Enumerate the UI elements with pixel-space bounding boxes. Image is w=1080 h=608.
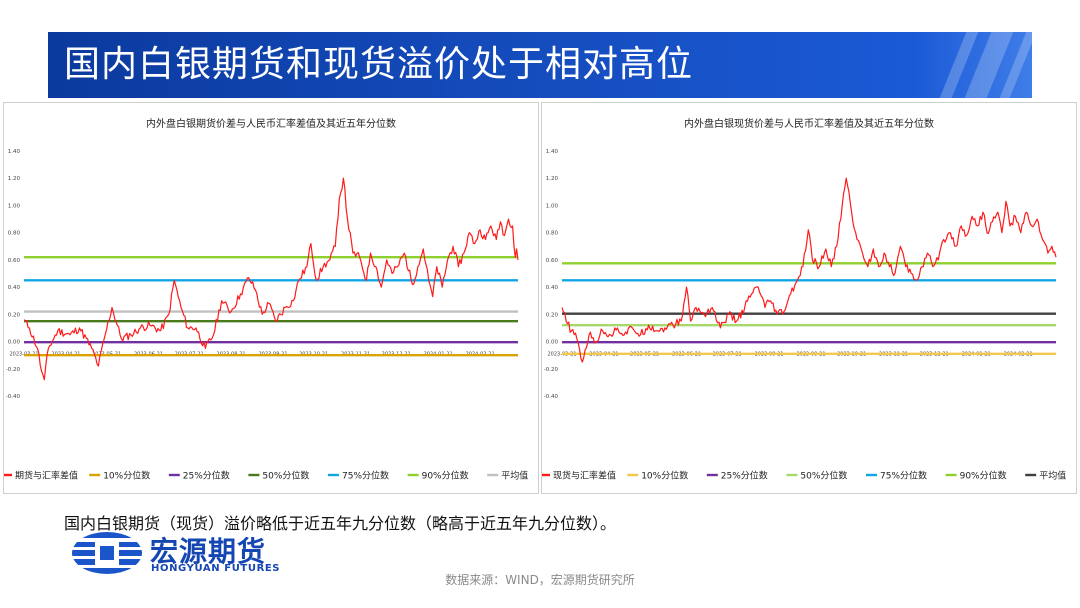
company-logo: 宏源期货 HONGYUAN FUTURES (70, 528, 310, 578)
futures-chart-panel: 内外盘白银期货价差与人民币汇率差值及其近五年分位数 1.40 1.20 1.00 0.8… (3, 102, 539, 494)
y-tick-label: -0.20 (6, 367, 21, 373)
legend-label: 平均值 (1039, 470, 1066, 482)
y-tick-label: 1.00 (8, 203, 21, 209)
legend-label: 25%分位数 (721, 470, 768, 482)
data-source-note: 数据来源：WIND，宏源期货研究所 (445, 573, 635, 587)
y-tick-label: 1.20 (546, 176, 559, 182)
title-band: 国内白银期货和现货溢价处于相对高位 (48, 32, 1032, 98)
spot-spread-chart: 内外盘白银现货价差与人民币汇率差值及其近五年分位数 1.40 1.20 1.00 0.8… (542, 117, 1066, 482)
logo-cn-text: 宏源期货 (150, 535, 267, 568)
y-tick-label: 0.40 (546, 285, 559, 291)
spot-chart-panel: 内外盘白银现货价差与人民币汇率差值及其近五年分位数 1.40 1.20 1.00 0.8… (541, 102, 1077, 494)
y-tick-label: 1.40 (546, 149, 559, 155)
legend-label: 期货与汇率差值 (15, 470, 78, 482)
y-tick-label: 0.60 (546, 258, 559, 264)
y-tick-label: 1.40 (8, 149, 21, 155)
y-tick-label: 0.00 (8, 340, 21, 346)
legend-label: 50%分位数 (800, 470, 847, 482)
y-tick-label: 0.20 (546, 312, 559, 318)
y-tick-label: -0.40 (544, 394, 559, 400)
logo-en-text: HONGYUAN FUTURES (151, 563, 281, 574)
y-tick-label: 0.60 (8, 258, 21, 264)
chart-title: 内外盘白银现货价差与人民币汇率差值及其近五年分位数 (684, 117, 934, 130)
legend-label: 25%分位数 (183, 470, 230, 482)
conclusion-text: 国内白银期货（现货）溢价略低于近五年九分位数（略高于近五年九分位数）。 (64, 514, 617, 533)
series-line (23, 177, 519, 381)
legend-label: 10%分位数 (103, 470, 150, 482)
y-tick-label: -0.40 (6, 394, 21, 400)
legend-label: 75%分位数 (880, 470, 927, 482)
legend-label: 50%分位数 (262, 470, 309, 482)
futures-spread-chart: 内外盘白银期货价差与人民币汇率差值及其近五年分位数 1.40 1.20 1.00 0.8… (4, 117, 528, 482)
legend-label: 75%分位数 (342, 470, 389, 482)
y-tick-label: 1.00 (546, 203, 559, 209)
legend-label: 90%分位数 (422, 470, 469, 482)
chart-title: 内外盘白银期货价差与人民币汇率差值及其近五年分位数 (146, 117, 396, 130)
y-tick-label: 1.20 (8, 176, 21, 182)
legend-label: 90%分位数 (960, 470, 1007, 482)
legend-label: 平均值 (501, 470, 528, 482)
y-tick-label: 0.20 (8, 312, 21, 318)
y-tick-label: -0.20 (544, 367, 559, 373)
series-line (561, 177, 1057, 363)
y-tick-label: 0.80 (546, 231, 559, 237)
y-tick-label: 0.00 (546, 340, 559, 346)
y-tick-label: 0.80 (8, 231, 21, 237)
logo-emblem-icon (70, 532, 144, 574)
y-tick-label: 0.40 (8, 285, 21, 291)
legend-label: 10%分位数 (641, 470, 688, 482)
slide-title: 国内白银期货和现货溢价处于相对高位 (64, 44, 694, 85)
legend-label: 现货与汇率差值 (553, 470, 616, 482)
